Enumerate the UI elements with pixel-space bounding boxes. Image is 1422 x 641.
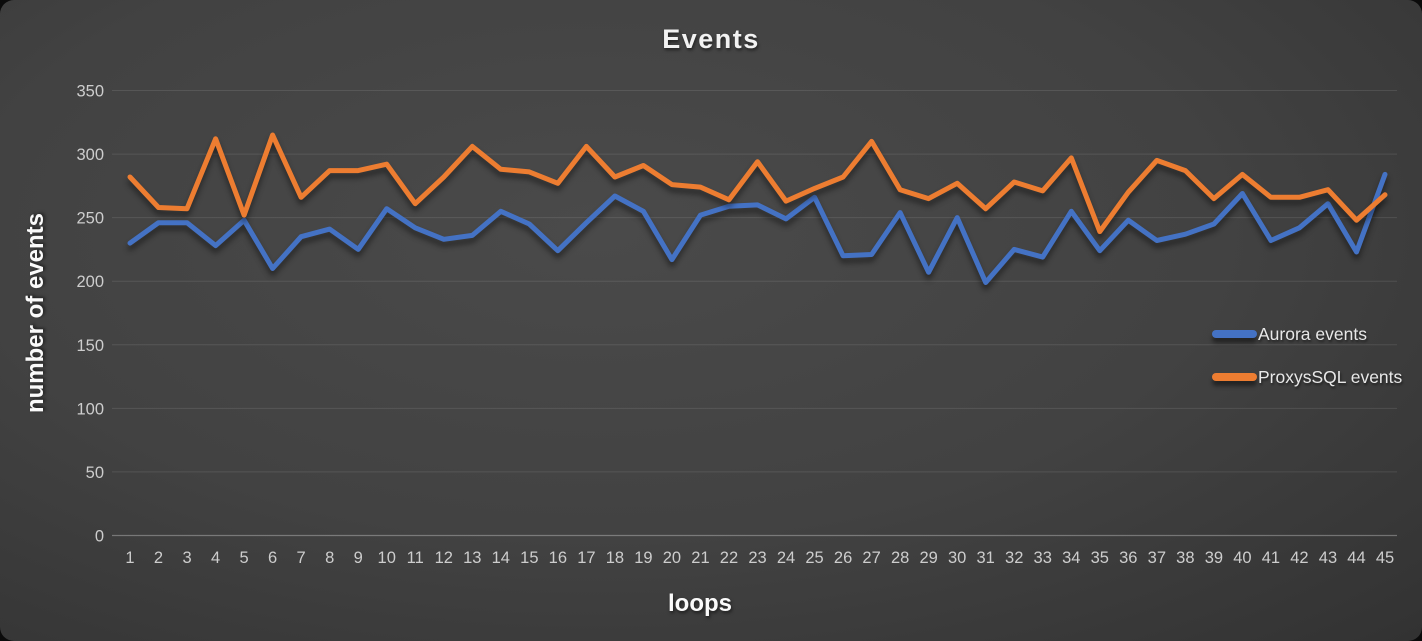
x-tick-label: 19 [634, 549, 652, 567]
x-tick-label: 38 [1176, 549, 1194, 567]
legend-item-aurora-events[interactable]: Aurora events [1212, 323, 1402, 345]
x-tick-label: 16 [549, 549, 567, 567]
x-tick-label: 42 [1290, 549, 1308, 567]
x-tick-label: 8 [325, 549, 334, 567]
legend-label: Aurora events [1258, 323, 1367, 344]
x-tick-label: 7 [297, 549, 306, 567]
x-tick-label: 21 [691, 549, 709, 567]
x-tick-label: 33 [1034, 549, 1052, 567]
x-tick-label: 35 [1091, 549, 1109, 567]
x-tick-label: 26 [834, 549, 852, 567]
legend-label: ProxysSQL events [1258, 366, 1403, 387]
x-tick-label: 20 [663, 549, 681, 567]
x-tick-label: 11 [407, 549, 424, 567]
x-tick-label: 5 [239, 549, 248, 567]
legend-item-proxyssql-events[interactable]: ProxysSQL events [1212, 366, 1402, 388]
y-tick-label: 300 [76, 146, 104, 164]
x-tick-label: 17 [577, 549, 595, 567]
x-tick-label: 2 [154, 549, 163, 567]
x-tick-label: 40 [1233, 549, 1251, 567]
x-tick-label: 28 [891, 549, 909, 567]
x-tick-label: 18 [606, 549, 624, 567]
y-tick-label: 150 [76, 337, 104, 355]
x-tick-label: 34 [1062, 549, 1080, 567]
x-tick-label: 9 [354, 549, 363, 567]
y-tick-label: 100 [76, 400, 104, 418]
y-tick-label: 50 [86, 464, 104, 482]
proxyssql-events-swatch [1212, 373, 1257, 381]
x-tick-label: 15 [520, 549, 538, 567]
x-tick-label: 13 [463, 549, 481, 567]
y-tick-label: 0 [95, 528, 104, 546]
x-tick-label: 23 [748, 549, 766, 567]
x-tick-label: 31 [977, 549, 995, 567]
x-tick-label: 24 [777, 549, 795, 567]
x-tick-label: 29 [919, 549, 937, 567]
x-tick-label: 39 [1205, 549, 1223, 567]
x-tick-label: 44 [1347, 549, 1365, 567]
x-tick-label: 32 [1005, 549, 1023, 567]
x-tick-label: 43 [1319, 549, 1337, 567]
proxyssql-events-line[interactable] [127, 132, 1388, 235]
x-tick-label: 30 [948, 549, 966, 567]
x-tick-label: 12 [435, 549, 453, 567]
x-tick-label: 45 [1376, 549, 1394, 567]
x-tick-label: 27 [862, 549, 880, 567]
x-tick-label: 10 [378, 549, 396, 567]
x-tick-label: 3 [182, 549, 191, 567]
x-tick-label: 37 [1148, 549, 1166, 567]
x-tick-label: 14 [492, 549, 510, 567]
x-tick-label: 25 [805, 549, 823, 567]
legend: Aurora events ProxysSQL events [1212, 323, 1402, 409]
x-tick-label: 36 [1119, 549, 1137, 567]
x-tick-label: 6 [268, 549, 277, 567]
x-tick-label: 1 [125, 549, 134, 567]
y-tick-label: 200 [76, 273, 104, 291]
y-tick-label: 250 [76, 210, 104, 228]
x-tick-label: 4 [211, 549, 220, 567]
x-tick-label: 22 [720, 549, 738, 567]
chart-title: Events [662, 24, 760, 54]
aurora-events-swatch [1212, 330, 1257, 338]
y-tick-label: 350 [76, 82, 104, 100]
aurora-events-line[interactable] [127, 171, 1388, 285]
x-axis-title: loops [668, 590, 732, 617]
x-tick-label: 41 [1262, 549, 1280, 567]
